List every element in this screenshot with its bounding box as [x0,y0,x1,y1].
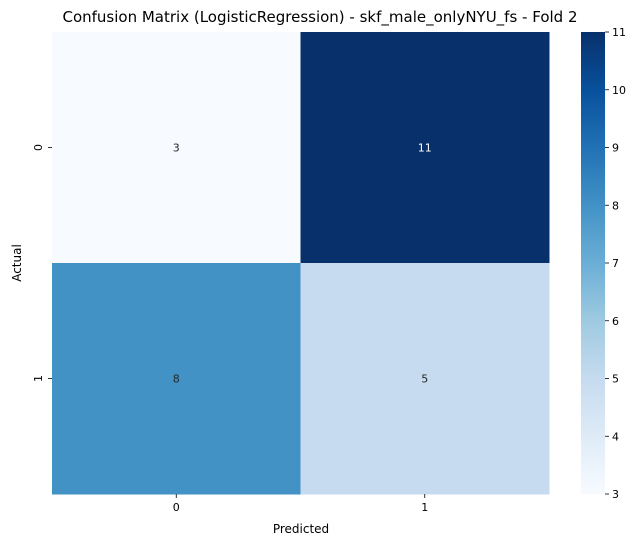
x-axis-label: Predicted [273,522,329,536]
colorbar-tick-label: 4 [612,430,619,443]
heatmap-cell [52,263,301,495]
y-axis-ticks: 01 [32,144,52,382]
colorbar-tick-label: 6 [612,315,619,328]
chart-title: Confusion Matrix (LogisticRegression) - … [62,8,577,27]
colorbar-tick-label: 8 [612,199,619,212]
y-tick-label: 1 [32,375,45,382]
heatmap-cell [52,32,301,264]
y-tick-label: 0 [32,144,45,151]
colorbar-tick-label: 10 [612,84,626,97]
cell-annotation: 8 [173,373,180,386]
colorbar-tick-label: 5 [612,373,619,386]
colorbar-tick-label: 11 [612,26,626,39]
heatmap-cell [300,263,550,495]
cell-annotation: 11 [418,142,432,155]
cell-annotation: 5 [421,373,428,386]
heatmap-cell [300,32,550,264]
heatmap-annotations: 3 11 8 5 [173,142,432,386]
colorbar-ticks: 3 4 5 6 7 8 9 10 11 [605,26,626,501]
colorbar-tick-label: 7 [612,257,619,270]
heatmap-cells [52,32,550,495]
y-axis-label: Actual [10,244,24,282]
x-tick-label: 0 [173,501,180,514]
x-tick-label: 1 [421,501,428,514]
colorbar [581,32,605,494]
colorbar-tick-label: 3 [612,488,619,501]
cell-annotation: 3 [173,142,180,155]
colorbar-tick-label: 9 [612,142,619,155]
